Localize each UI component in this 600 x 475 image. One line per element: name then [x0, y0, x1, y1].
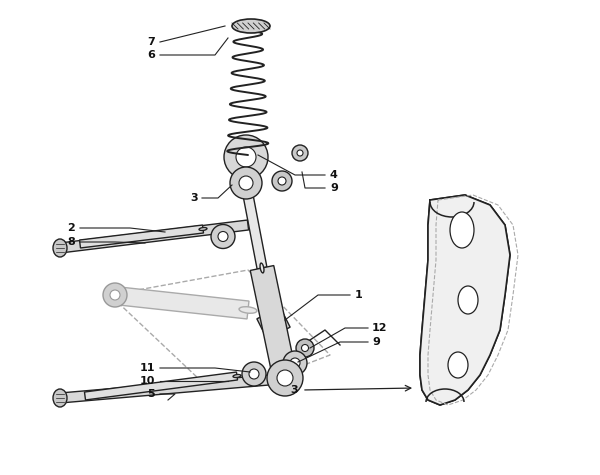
Polygon shape — [85, 372, 238, 400]
Polygon shape — [420, 195, 510, 405]
Text: 4: 4 — [330, 170, 338, 180]
Polygon shape — [80, 225, 203, 248]
Ellipse shape — [271, 321, 286, 345]
Ellipse shape — [280, 366, 290, 390]
Ellipse shape — [239, 307, 257, 314]
Circle shape — [230, 167, 262, 199]
Ellipse shape — [53, 389, 67, 407]
Text: 11: 11 — [139, 363, 155, 373]
Circle shape — [224, 135, 268, 179]
Circle shape — [110, 290, 120, 300]
Text: 3: 3 — [290, 385, 298, 395]
Circle shape — [236, 147, 256, 167]
Ellipse shape — [232, 19, 270, 33]
Polygon shape — [243, 194, 267, 269]
Ellipse shape — [53, 239, 67, 257]
Circle shape — [211, 225, 235, 248]
Text: 9: 9 — [372, 337, 380, 347]
Circle shape — [283, 351, 307, 375]
Circle shape — [277, 370, 293, 386]
Text: 2: 2 — [67, 223, 75, 233]
Circle shape — [242, 362, 266, 386]
Polygon shape — [59, 373, 292, 403]
Circle shape — [267, 360, 303, 396]
Ellipse shape — [260, 263, 264, 273]
Polygon shape — [250, 266, 297, 380]
Text: 9: 9 — [330, 183, 338, 193]
Text: 5: 5 — [148, 389, 155, 399]
Polygon shape — [59, 220, 248, 253]
Text: 3: 3 — [190, 193, 198, 203]
Ellipse shape — [233, 374, 241, 378]
Ellipse shape — [199, 228, 207, 230]
Ellipse shape — [448, 352, 468, 378]
Text: 7: 7 — [147, 37, 155, 47]
Polygon shape — [109, 286, 249, 319]
Circle shape — [239, 176, 253, 190]
Circle shape — [290, 358, 300, 368]
Circle shape — [218, 231, 228, 241]
Text: 12: 12 — [372, 323, 388, 333]
Circle shape — [292, 145, 308, 161]
Ellipse shape — [458, 286, 478, 314]
Text: 8: 8 — [67, 237, 75, 247]
Text: 10: 10 — [140, 376, 155, 386]
Circle shape — [278, 177, 286, 185]
Circle shape — [297, 150, 303, 156]
Circle shape — [302, 344, 308, 352]
Ellipse shape — [450, 212, 474, 248]
Text: 6: 6 — [147, 50, 155, 60]
Circle shape — [249, 369, 259, 379]
Text: 1: 1 — [355, 290, 363, 300]
Polygon shape — [257, 307, 290, 339]
Circle shape — [296, 339, 314, 357]
Circle shape — [103, 283, 127, 307]
Circle shape — [272, 171, 292, 191]
